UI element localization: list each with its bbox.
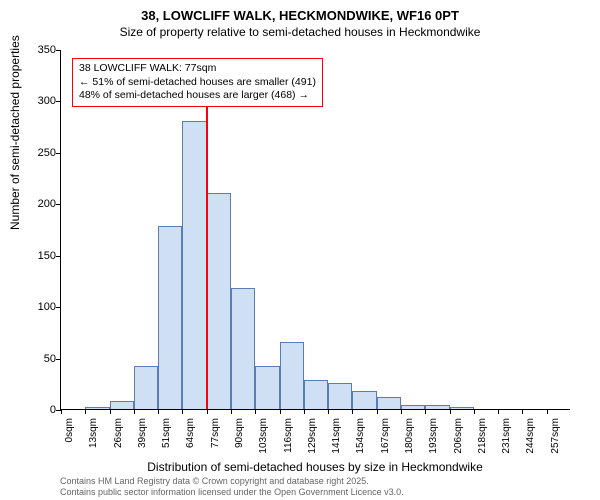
- histogram-bar: [401, 405, 425, 409]
- x-tick-label: 26sqm: [113, 418, 124, 448]
- x-tick-label: 51sqm: [161, 418, 172, 448]
- x-tick-label: 77sqm: [210, 418, 221, 448]
- y-tick-label: 50: [44, 353, 56, 365]
- x-tick-mark: [85, 409, 86, 414]
- x-tick-mark: [231, 409, 232, 414]
- histogram-bar: [255, 366, 279, 409]
- x-tick-label: 39sqm: [137, 418, 148, 448]
- x-tick-label: 218sqm: [477, 418, 488, 454]
- histogram-bar: [377, 397, 401, 409]
- attribution-line1: Contains HM Land Registry data © Crown c…: [60, 476, 404, 487]
- x-tick-mark: [304, 409, 305, 414]
- x-tick-mark: [182, 409, 183, 414]
- x-tick-label: 231sqm: [501, 418, 512, 454]
- y-tick-mark: [56, 204, 61, 205]
- x-tick-mark: [498, 409, 499, 414]
- x-tick-mark: [474, 409, 475, 414]
- x-tick-label: 193sqm: [428, 418, 439, 454]
- histogram-bar: [352, 391, 376, 410]
- x-tick-mark: [547, 409, 548, 414]
- x-tick-label: 180sqm: [404, 418, 415, 454]
- histogram-bar: [450, 407, 474, 409]
- y-tick-label: 300: [38, 95, 56, 107]
- y-tick-mark: [56, 256, 61, 257]
- x-tick-label: 90sqm: [234, 418, 245, 448]
- x-tick-label: 141sqm: [331, 418, 342, 454]
- x-tick-mark: [377, 409, 378, 414]
- y-axis-label: Number of semi-detached properties: [8, 35, 22, 230]
- x-tick-mark: [401, 409, 402, 414]
- x-tick-mark: [352, 409, 353, 414]
- y-tick-label: 0: [50, 404, 56, 416]
- x-tick-mark: [110, 409, 111, 414]
- x-tick-label: 13sqm: [88, 418, 99, 448]
- y-tick-mark: [56, 101, 61, 102]
- x-tick-label: 103sqm: [258, 418, 269, 454]
- histogram-bar: [182, 121, 206, 409]
- histogram-bar: [328, 383, 352, 409]
- annotation-line2: 38 LOWCLIFF WALK: 77sqm: [79, 62, 316, 76]
- annotation-box: 38 LOWCLIFF WALK: 77sqm ← 51% of semi-de…: [72, 58, 323, 107]
- x-tick-label: 0sqm: [64, 418, 75, 442]
- x-tick-mark: [255, 409, 256, 414]
- x-tick-mark: [328, 409, 329, 414]
- y-tick-label: 350: [38, 44, 56, 56]
- histogram-bar: [280, 342, 304, 409]
- y-tick-label: 100: [38, 301, 56, 313]
- x-tick-mark: [207, 409, 208, 414]
- histogram-bar: [134, 366, 158, 409]
- attribution: Contains HM Land Registry data © Crown c…: [60, 476, 404, 498]
- x-tick-mark: [61, 409, 62, 414]
- x-tick-label: 116sqm: [283, 418, 294, 453]
- histogram-bar: [425, 405, 449, 409]
- x-tick-mark: [134, 409, 135, 414]
- histogram-bar: [304, 380, 328, 409]
- annotation-line3: 48% of semi-detached houses are larger (…: [79, 89, 316, 103]
- histogram-bar: [85, 407, 109, 409]
- x-tick-label: 64sqm: [185, 418, 196, 448]
- histogram-bar: [158, 226, 182, 409]
- x-tick-mark: [158, 409, 159, 414]
- x-tick-label: 154sqm: [355, 418, 366, 454]
- x-tick-label: 206sqm: [453, 418, 464, 454]
- x-tick-mark: [522, 409, 523, 414]
- y-tick-label: 150: [38, 250, 56, 262]
- x-axis-label: Distribution of semi-detached houses by …: [60, 460, 570, 474]
- y-tick-mark: [56, 307, 61, 308]
- histogram-bar: [110, 401, 134, 409]
- y-tick-label: 250: [38, 147, 56, 159]
- y-tick-mark: [56, 359, 61, 360]
- chart-title-sub: Size of property relative to semi-detach…: [0, 23, 600, 39]
- x-tick-mark: [280, 409, 281, 414]
- y-tick-mark: [56, 153, 61, 154]
- y-tick-mark: [56, 50, 61, 51]
- histogram-bar: [231, 288, 255, 409]
- annotation-line1: ← 51% of semi-detached houses are smalle…: [79, 76, 316, 90]
- histogram-bar: [207, 193, 231, 409]
- x-tick-mark: [450, 409, 451, 414]
- y-tick-label: 200: [38, 198, 56, 210]
- x-tick-label: 244sqm: [525, 418, 536, 454]
- attribution-line2: Contains public sector information licen…: [60, 487, 404, 498]
- chart-container: 38, LOWCLIFF WALK, HECKMONDWIKE, WF16 0P…: [0, 0, 600, 500]
- x-tick-mark: [425, 409, 426, 414]
- property-marker-line: [206, 70, 208, 409]
- x-tick-label: 167sqm: [380, 418, 391, 454]
- x-tick-label: 257sqm: [550, 418, 561, 454]
- x-tick-label: 129sqm: [307, 418, 318, 454]
- chart-title-main: 38, LOWCLIFF WALK, HECKMONDWIKE, WF16 0P…: [0, 0, 600, 23]
